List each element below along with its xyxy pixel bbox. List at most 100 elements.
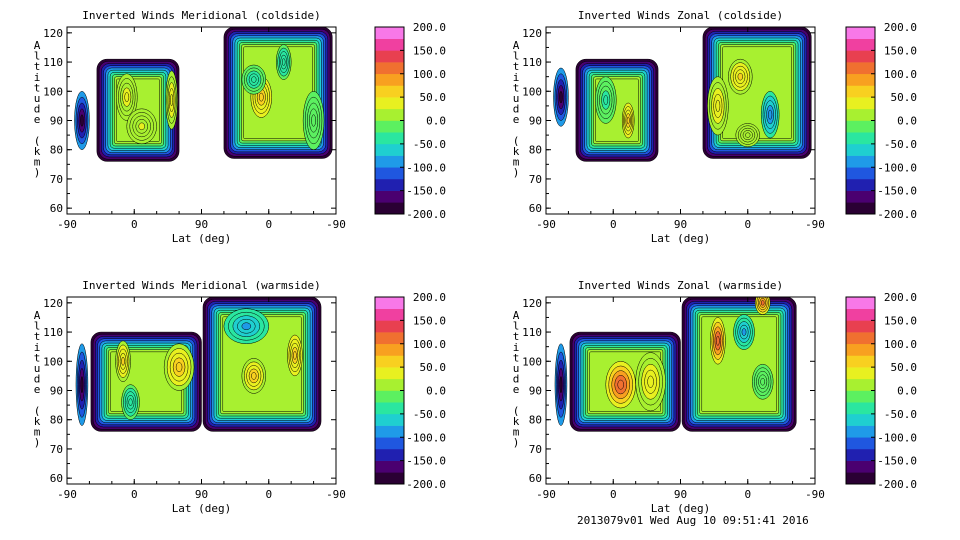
x-tick-label: 0 xyxy=(744,218,751,231)
colorbar-swatch xyxy=(375,425,404,438)
contour-spot xyxy=(760,377,766,386)
y-tick-label: 90 xyxy=(50,115,63,128)
colorbar: 200.0 150.0 100.0 50.0 0.0 -50.0 -100.0 -150.0 -… xyxy=(374,291,447,491)
y-tick-label: 70 xyxy=(50,173,63,186)
y-tick-label: 110 xyxy=(43,326,63,339)
colorbar: 200.0 150.0 100.0 50.0 0.0 -50.0 -100.0 -150.0 -… xyxy=(845,291,918,491)
contour-spot xyxy=(760,300,765,306)
colorbar-swatch xyxy=(375,155,404,168)
y-tick-label: 100 xyxy=(522,85,542,98)
y-tick-label: 80 xyxy=(529,144,542,157)
colorbar-tick-label: -50.0 xyxy=(413,138,446,151)
colorbar-swatch xyxy=(846,62,875,75)
colorbar-tick-label: 50.0 xyxy=(420,91,447,104)
colorbar-swatch xyxy=(846,460,875,473)
x-axis-label: Lat (deg) xyxy=(172,232,232,245)
x-tick-label: 0 xyxy=(265,488,272,501)
colorbar-swatch xyxy=(375,167,404,180)
colorbar-swatch xyxy=(846,355,875,368)
colorbar-swatch xyxy=(375,413,404,426)
chart-title: Inverted Winds Zonal (warmside) xyxy=(578,279,783,292)
x-tick-label: -90 xyxy=(326,218,346,231)
colorbar-tick-label: -100.0 xyxy=(877,431,917,444)
colorbar-tick-label: 150.0 xyxy=(884,314,917,327)
colorbar-swatch xyxy=(846,402,875,415)
y-tick-label: 110 xyxy=(522,326,542,339)
colorbar-tick-label: 150.0 xyxy=(413,44,446,57)
colorbar-swatch xyxy=(375,73,404,86)
colorbar-swatch xyxy=(375,132,404,145)
colorbar-tick-label: -100.0 xyxy=(877,161,917,174)
colorbar-swatch xyxy=(375,85,404,98)
colorbar-swatch xyxy=(375,62,404,75)
y-tick-label: 70 xyxy=(50,443,63,456)
chart-panel-1: Inverted Winds Meridional (coldside) -90 0… xyxy=(34,9,446,245)
colorbar-tick-label: 50.0 xyxy=(420,361,447,374)
x-tick-label: 0 xyxy=(131,488,138,501)
colorbar-swatch xyxy=(846,85,875,98)
colorbar-swatch xyxy=(375,202,404,215)
contour-spot xyxy=(559,91,563,104)
colorbar-tick-label: 100.0 xyxy=(413,68,446,81)
colorbar: 200.0 150.0 100.0 50.0 0.0 -50.0 -100.0 -150.0 -… xyxy=(374,21,447,221)
colorbar-swatch xyxy=(846,202,875,215)
colorbar-swatch xyxy=(846,437,875,450)
x-tick-label: 90 xyxy=(195,218,208,231)
y-tick-label: 90 xyxy=(529,115,542,128)
colorbar-tick-label: -150.0 xyxy=(877,455,917,468)
x-tick-label: -90 xyxy=(326,488,346,501)
contour-spot xyxy=(138,122,145,131)
colorbar-swatch xyxy=(846,50,875,63)
contour-spot xyxy=(617,379,624,390)
chart-panel-4: Inverted Winds Zonal (warmside) -90 0 90 0 -9… xyxy=(513,279,917,515)
x-tick-label: 90 xyxy=(674,218,687,231)
contour-spot xyxy=(603,95,609,105)
chart-title: Inverted Winds Meridional (coldside) xyxy=(82,9,320,22)
colorbar-swatch xyxy=(846,448,875,461)
contour-spot xyxy=(124,92,130,103)
colorbar-swatch xyxy=(375,178,404,191)
y-tick-label: 100 xyxy=(43,85,63,98)
contour-spot xyxy=(745,132,751,138)
contour-spot xyxy=(128,398,133,406)
colorbar-swatch xyxy=(846,27,875,39)
colorbar-tick-label: 0.0 xyxy=(426,385,446,398)
colorbar-swatch xyxy=(375,190,404,203)
colorbar-swatch xyxy=(375,97,404,110)
colorbar-tick-label: 200.0 xyxy=(884,21,917,34)
colorbar-swatch xyxy=(846,378,875,391)
colorbar-tick-label: 150.0 xyxy=(413,314,446,327)
colorbar-tick-label: 50.0 xyxy=(891,361,918,374)
x-tick-label: 90 xyxy=(195,488,208,501)
colorbar: 200.0 150.0 100.0 50.0 0.0 -50.0 -100.0 -150.0 -… xyxy=(845,21,917,221)
y-tick-label: 60 xyxy=(50,202,63,215)
colorbar-tick-label: -200.0 xyxy=(877,478,917,491)
x-tick-label: -90 xyxy=(805,488,825,501)
colorbar-swatch xyxy=(846,343,875,356)
x-tick-label: -90 xyxy=(536,488,556,501)
contour-spot xyxy=(281,58,286,66)
colorbar-swatch xyxy=(375,402,404,415)
colorbar-swatch xyxy=(846,367,875,380)
colorbar-swatch xyxy=(846,143,875,156)
colorbar-swatch xyxy=(846,97,875,110)
y-tick-label: 80 xyxy=(529,414,542,427)
colorbar-tick-label: -150.0 xyxy=(406,455,446,468)
x-tick-label: -90 xyxy=(57,218,77,231)
colorbar-tick-label: 0.0 xyxy=(897,385,917,398)
colorbar-swatch xyxy=(375,437,404,450)
colorbar-tick-label: -150.0 xyxy=(406,185,446,198)
colorbar-swatch xyxy=(846,297,875,309)
colorbar-swatch xyxy=(846,332,875,345)
x-tick-label: 0 xyxy=(131,218,138,231)
contour-spot xyxy=(251,372,257,380)
colorbar-swatch xyxy=(375,50,404,63)
colorbar-swatch xyxy=(846,132,875,145)
contour-spot xyxy=(715,99,721,112)
x-tick-label: 0 xyxy=(265,218,272,231)
footer-stamp: 2013079v01 Wed Aug 10 09:51:41 2016 xyxy=(577,514,809,527)
x-tick-label: -90 xyxy=(57,488,77,501)
contour-spot xyxy=(241,322,252,330)
